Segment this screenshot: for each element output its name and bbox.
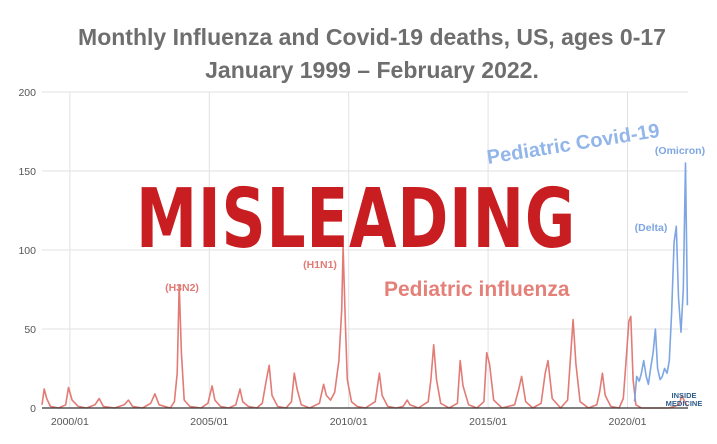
y-tick-label: 50 [24,324,36,336]
series-line-influenza [41,246,689,409]
logo-line-2: MEDICINE [666,399,703,408]
y-tick-label: 200 [18,87,36,99]
series-label-covid: Pediatric Covid-19 [485,120,661,169]
chart-subtitle: January 1999 – February 2022. [205,57,539,83]
series-lines [41,162,689,409]
series-label-influenza: Pediatric influenza [384,278,570,301]
x-tick-label: 2005/01 [190,416,228,428]
x-tick-label: 2020/01 [609,416,647,428]
x-tick-label: 2010/01 [330,416,368,428]
annotation-omicron: (Omicron) [655,145,705,157]
y-tick-label: 0 [30,403,36,415]
axis-ticks: 0 50 100 150 200 2000/01 2005/01 2010/01 2015/01… [18,87,646,428]
x-tick-label: 2015/01 [469,416,507,428]
inside-medicine-logo: INSIDE MEDICINE [666,391,703,408]
misleading-stamp-text: MISLEADING [136,172,576,267]
series-line-covid [633,162,689,402]
x-tick-label: 2000/01 [51,416,89,428]
misleading-stamp: MISLEADING [136,172,576,267]
annotation-h1n1: (H1N1) [303,259,337,271]
annotation-delta: (Delta) [635,222,668,234]
y-tick-label: 100 [18,245,36,257]
annotation-h3n2: (H3N2) [165,282,199,294]
y-tick-label: 150 [18,166,36,178]
logo-line-1: INSIDE [671,391,696,400]
chart-title: Monthly Influenza and Covid-19 deaths, U… [78,24,666,50]
grid [42,91,688,408]
